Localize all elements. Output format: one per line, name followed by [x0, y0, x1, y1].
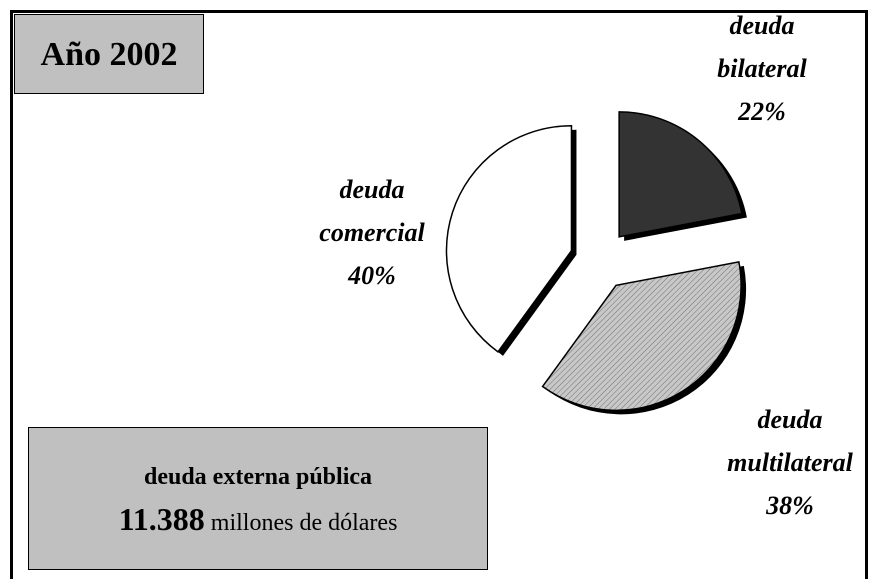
info-amount-line: 11.388 millones de dólares — [29, 501, 487, 538]
category-label: deuda multilateral — [727, 405, 853, 477]
slice — [445, 124, 573, 353]
chart-title: Año 2002 — [14, 14, 204, 94]
info-unit: millones de dólares — [210, 510, 398, 536]
slice-label: deuda multilateral 38% — [727, 398, 853, 527]
category-label: deuda bilateral — [717, 11, 807, 83]
value-label: 38% — [766, 491, 814, 520]
value-label: 40% — [348, 261, 396, 290]
info-box: deuda externa pública 11.388 millones de… — [28, 427, 488, 570]
info-title: deuda externa pública — [143, 464, 373, 490]
frame — [10, 10, 868, 579]
slice — [618, 111, 743, 238]
info-amount: 11.388 — [118, 501, 205, 537]
slice — [541, 261, 742, 412]
slice-label: deuda bilateral 22% — [717, 4, 807, 133]
slice-label: deuda comercial 40% — [319, 168, 424, 297]
value-label: 22% — [738, 97, 786, 126]
category-label: deuda comercial — [319, 175, 425, 247]
